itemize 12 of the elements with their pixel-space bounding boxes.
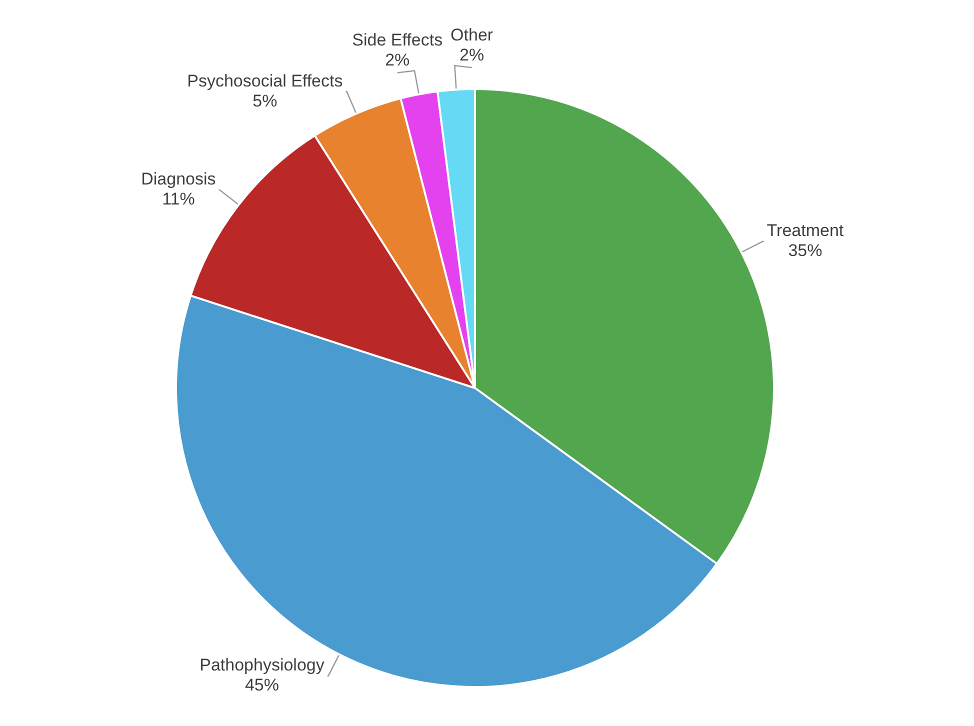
data-label: 5% bbox=[252, 91, 278, 110]
slice-label: Treatment bbox=[766, 221, 844, 240]
slice-label: Side Effects bbox=[352, 30, 443, 50]
data-label: 2% bbox=[385, 50, 410, 70]
data-label: 35% bbox=[788, 241, 822, 260]
slice-label: Pathophysiology bbox=[200, 655, 325, 674]
slice-label: Diagnosis bbox=[141, 170, 216, 189]
slice-label: Psychosocial Effects bbox=[187, 71, 343, 90]
slice-label: Other bbox=[450, 25, 494, 44]
data-label: 45% bbox=[244, 675, 279, 694]
data-label: 11% bbox=[162, 190, 195, 209]
data-label: 2% bbox=[460, 45, 484, 64]
